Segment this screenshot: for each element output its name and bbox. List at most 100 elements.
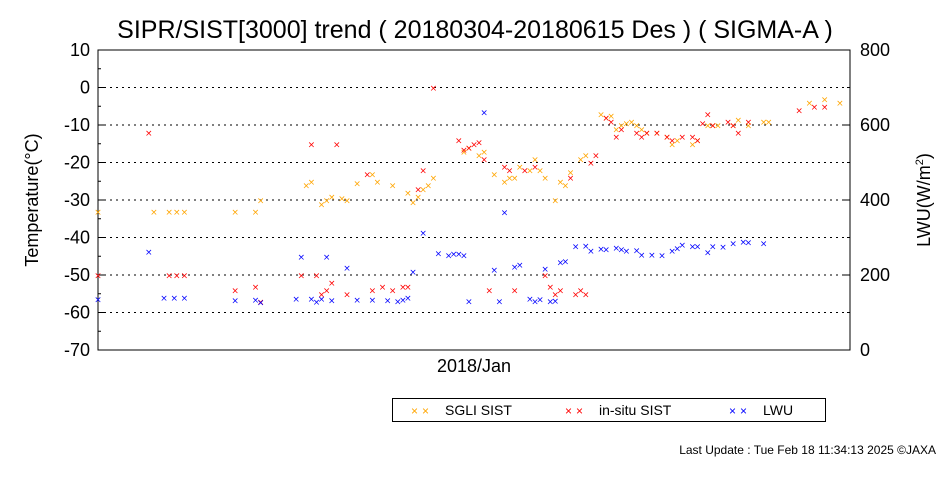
point-lwu: ×: [231, 297, 239, 307]
legend-marker-lwu: ××: [729, 404, 752, 418]
point-lwu: ×: [623, 247, 631, 257]
point-lwu: ×: [257, 299, 265, 309]
point-insitu: ×: [541, 272, 549, 282]
point-sgli: ×: [607, 112, 615, 122]
point-sgli: ×: [369, 170, 377, 180]
point-insitu: ×: [430, 84, 438, 94]
point-insitu: ×: [724, 118, 732, 128]
point-lwu: ×: [435, 249, 443, 259]
point-insitu: ×: [369, 287, 377, 297]
legend-item-lwu: ×× LWU: [729, 402, 793, 418]
point-sgli: ×: [414, 193, 422, 203]
point-insitu: ×: [607, 118, 615, 128]
point-insitu: ×: [572, 290, 580, 300]
point-sgli: ×: [430, 174, 438, 184]
point-sgli: ×: [480, 148, 488, 158]
point-lwu: ×: [181, 294, 189, 304]
point-lwu: ×: [292, 295, 300, 305]
point-lwu: ×: [760, 239, 768, 249]
point-insitu: ×: [811, 103, 819, 113]
y2-tick-label: 200: [860, 265, 890, 285]
y2-tick-label: 400: [860, 190, 890, 210]
point-lwu: ×: [536, 296, 544, 306]
point-insitu: ×: [633, 129, 641, 139]
point-sgli: ×: [745, 122, 753, 132]
point-lwu: ×: [618, 245, 626, 255]
point-lwu: ×: [313, 298, 321, 308]
point-sgli: ×: [612, 125, 620, 135]
legend-label-insitu: in-situ SIST: [599, 402, 672, 418]
point-sgli: ×: [673, 137, 681, 147]
point-sgli: ×: [694, 137, 702, 147]
point-insitu: ×: [531, 163, 539, 173]
point-lwu: ×: [369, 296, 377, 306]
point-insitu: ×: [173, 272, 181, 282]
point-sgli: ×: [404, 189, 412, 199]
point-lwu: ×: [582, 242, 590, 252]
point-sgli: ×: [704, 122, 712, 132]
point-sgli: ×: [374, 178, 382, 188]
point-sgli: ×: [338, 195, 346, 205]
point-sgli: ×: [419, 185, 427, 195]
point-insitu: ×: [364, 170, 372, 180]
y2-label-base: LWU(W/m: [914, 165, 934, 247]
point-lwu: ×: [587, 247, 595, 257]
y-tick-label: 0: [80, 78, 90, 98]
point-insitu: ×: [557, 287, 565, 297]
point-sgli: ×: [557, 178, 565, 188]
point-sgli: ×: [709, 122, 717, 132]
point-lwu: ×: [541, 265, 549, 275]
point-sgli: ×: [541, 174, 549, 184]
point-lwu: ×: [501, 209, 509, 219]
point-sgli: ×: [638, 125, 646, 135]
point-sgli: ×: [150, 208, 158, 218]
point-sgli: ×: [602, 114, 610, 124]
point-insitu: ×: [94, 272, 102, 282]
point-insitu: ×: [592, 152, 600, 162]
point-insitu: ×: [734, 129, 742, 139]
point-lwu: ×: [160, 294, 168, 304]
point-sgli: ×: [409, 198, 417, 208]
point-sgli: ×: [577, 155, 585, 165]
point-lwu: ×: [729, 240, 737, 250]
point-sgli: ×: [501, 178, 509, 188]
point-lwu: ×: [597, 245, 605, 255]
point-insitu: ×: [821, 103, 829, 113]
point-insitu: ×: [379, 283, 387, 293]
y-tick-label: 10: [70, 40, 90, 60]
point-sgli: ×: [821, 95, 829, 105]
point-insitu: ×: [328, 279, 336, 289]
point-lwu: ×: [384, 297, 392, 307]
point-lwu: ×: [297, 253, 305, 263]
y2-tick-label: 800: [860, 40, 890, 60]
point-sgli: ×: [643, 129, 651, 139]
point-insitu: ×: [638, 133, 646, 143]
point-insitu: ×: [506, 167, 514, 177]
y-tick-label: -60: [64, 303, 90, 323]
point-lwu: ×: [562, 257, 570, 267]
legend-marker-sgli: ××: [411, 404, 434, 418]
point-sgli: ×: [668, 140, 676, 150]
point-lwu: ×: [409, 268, 417, 278]
point-lwu: ×: [318, 295, 326, 305]
point-lwu: ×: [526, 295, 534, 305]
point-lwu: ×: [450, 250, 458, 260]
point-lwu: ×: [638, 251, 646, 261]
point-sgli: ×: [318, 200, 326, 210]
y2-axis-label: LWU(W/m2): [914, 153, 934, 247]
point-insitu: ×: [414, 185, 422, 195]
point-lwu: ×: [719, 243, 727, 253]
y-tick-label: -70: [64, 340, 90, 360]
point-sgli: ×: [323, 197, 331, 207]
point-sgli: ×: [506, 174, 514, 184]
point-insitu: ×: [460, 146, 468, 156]
point-sgli: ×: [562, 182, 570, 192]
point-lwu: ×: [480, 108, 488, 118]
point-sgli: ×: [303, 182, 311, 192]
point-lwu: ×: [602, 246, 610, 256]
legend-label-sgli: SGLI SIST: [445, 402, 512, 418]
point-insitu: ×: [668, 137, 676, 147]
point-lwu: ×: [673, 245, 681, 255]
point-sgli: ×: [389, 182, 397, 192]
point-sgli: ×: [531, 155, 539, 165]
